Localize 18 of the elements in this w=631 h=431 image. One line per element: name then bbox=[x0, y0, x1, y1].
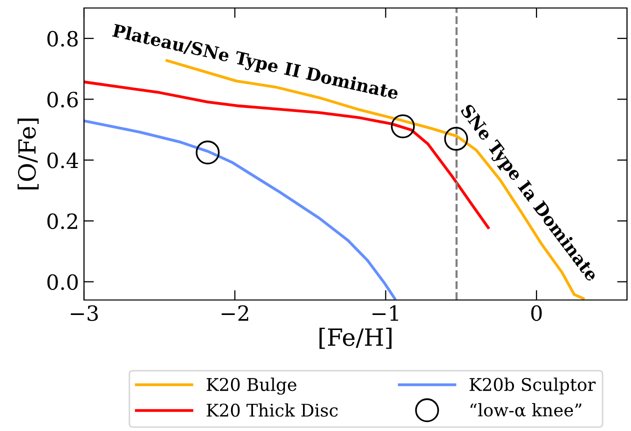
x-tick-label: −1 bbox=[372, 305, 398, 321]
legend-label: K20 Bulge bbox=[206, 378, 296, 395]
legend-label: “low-α knee” bbox=[470, 403, 582, 417]
point bbox=[390, 114, 415, 138]
x-tick-label: −3 bbox=[70, 305, 98, 321]
y-tick-label: 0.0 bbox=[47, 274, 78, 290]
legend-label: K20b Sculptor bbox=[470, 378, 596, 394]
y-tick-label: 0.2 bbox=[47, 213, 78, 230]
y-tick-label: 0.8 bbox=[47, 30, 78, 47]
x-axis-title: [Fe/H] bbox=[320, 328, 392, 349]
x-tick-label: 0 bbox=[531, 305, 542, 321]
y-axis-title: [O/Fe] bbox=[18, 118, 39, 190]
y-tick-label: 0.4 bbox=[47, 152, 78, 168]
line-series bbox=[84, 119, 396, 300]
x-tick-label: −2 bbox=[222, 305, 248, 321]
y-tick-label: 0.6 bbox=[47, 92, 78, 108]
legend-label: K20 Thick Disc bbox=[206, 403, 338, 417]
point bbox=[196, 140, 220, 164]
